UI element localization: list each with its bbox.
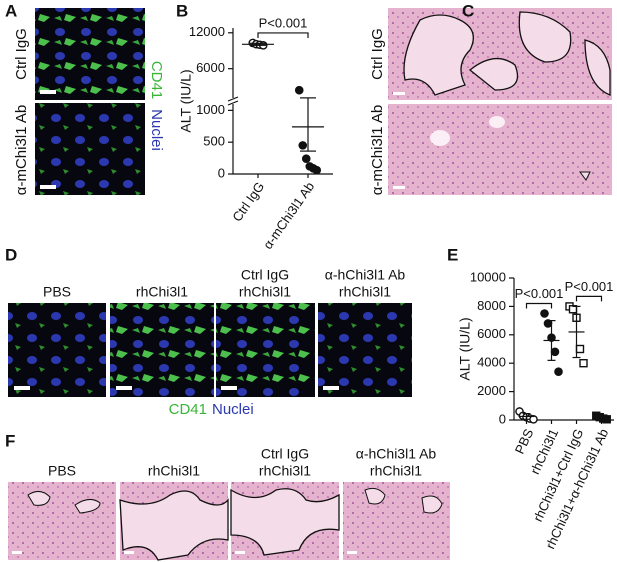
x-tick-label: α-mChi3l1 Ab: [260, 179, 317, 252]
vessel: [489, 116, 505, 128]
scale-bar: [235, 551, 245, 554]
scale-bar: [12, 551, 22, 554]
stain-label: CD41: [148, 61, 165, 99]
column-label: rhChi3l1: [136, 284, 188, 300]
column-label: rhChi3l1: [148, 463, 200, 479]
panel-label: F: [5, 431, 15, 450]
y-tick-label: 0: [499, 411, 506, 426]
column-label: Ctrl IgG: [241, 267, 289, 283]
micrograph: [318, 303, 412, 397]
micrograph: [343, 482, 450, 560]
y-tick-label: 10000: [470, 269, 506, 284]
micrograph: [35, 8, 145, 100]
x-tick-label: PBS: [512, 426, 537, 456]
necrosis-outline: [27, 491, 101, 514]
necrosis-outline: [403, 11, 611, 96]
row-label: Ctrl IgG: [369, 28, 386, 80]
row-label: α-mChi3l1 Ab: [369, 105, 386, 195]
panel-label: B: [176, 1, 188, 20]
x-tick-label: Ctrl IgG: [229, 179, 267, 224]
y-tick-label: 1000: [196, 102, 225, 117]
axis-break: [227, 96, 239, 102]
axis-break: [227, 100, 239, 106]
column-label: rhChi3l1: [239, 284, 291, 300]
y-tick-label: 4000: [477, 355, 506, 370]
y-tick-label: 8000: [477, 298, 506, 313]
y-tick-label: 6000: [477, 326, 506, 341]
stain-label: CD41: [169, 401, 207, 418]
scale-bar: [14, 386, 30, 390]
stain-label: Nuclei: [212, 401, 254, 418]
data-point: [312, 165, 322, 175]
stain-label: Nuclei: [148, 109, 165, 151]
micrograph: [8, 303, 106, 397]
data-point: [575, 344, 585, 354]
data-point: [301, 154, 311, 164]
necrosis-outline: [579, 171, 591, 181]
column-label: PBS: [43, 284, 71, 300]
scale-bar: [40, 90, 56, 94]
row-label: Ctrl IgG: [13, 28, 30, 80]
panel-label: A: [5, 1, 17, 20]
column-label: rhChi3l1: [259, 463, 311, 479]
scale-bar: [347, 551, 357, 554]
y-tick-label: 6000: [196, 60, 225, 75]
data-point: [550, 347, 560, 357]
vessel: [430, 130, 450, 146]
scale-bar: [116, 386, 132, 390]
scale-bar: [393, 92, 405, 95]
panel-label: C: [462, 1, 474, 20]
column-label: Ctrl IgG: [261, 446, 309, 462]
scale-bar: [40, 185, 56, 189]
micrograph: [110, 303, 214, 397]
significance-bracket: [257, 32, 309, 38]
panel-label: D: [5, 245, 17, 264]
column-label: rhChi3l1: [339, 284, 391, 300]
data-point: [554, 367, 563, 377]
p-value: P<0.001: [259, 15, 308, 30]
scale-bar: [124, 551, 134, 554]
y-tick-label: 12000: [189, 24, 225, 39]
p-value: P<0.001: [515, 286, 564, 301]
y-tick-label: 0: [218, 165, 225, 180]
necrosis-outline: [230, 488, 340, 556]
column-label: α-hChi3l1 Ab: [325, 267, 406, 283]
y-axis-label: ALT (IU/L): [178, 69, 194, 132]
panel-label: E: [447, 245, 458, 264]
y-tick-label: 2000: [477, 383, 506, 398]
data-point: [579, 359, 588, 368]
micrograph: [8, 482, 116, 560]
micrograph: [35, 103, 145, 195]
significance-bracket: [575, 295, 603, 302]
scale-bar: [221, 386, 237, 390]
p-value: P<0.001: [565, 279, 614, 294]
significance-bracket: [525, 302, 553, 309]
column-label: α-hChi3l1 Ab: [356, 446, 437, 462]
data-point: [294, 85, 304, 95]
data-point: [540, 309, 549, 318]
micrograph: [216, 303, 315, 397]
data-point: [298, 141, 308, 150]
scale-bar: [323, 386, 339, 390]
y-tick-label: 500: [203, 134, 225, 149]
necrosis-outline: [119, 490, 229, 561]
necrosis-outline: [364, 487, 443, 514]
row-label: α-mChi3l1 Ab: [13, 105, 30, 195]
y-axis-label: ALT (IU/L): [457, 317, 473, 380]
scale-bar: [393, 186, 405, 189]
column-label: rhChi3l1: [370, 463, 422, 479]
column-label: PBS: [48, 463, 76, 479]
